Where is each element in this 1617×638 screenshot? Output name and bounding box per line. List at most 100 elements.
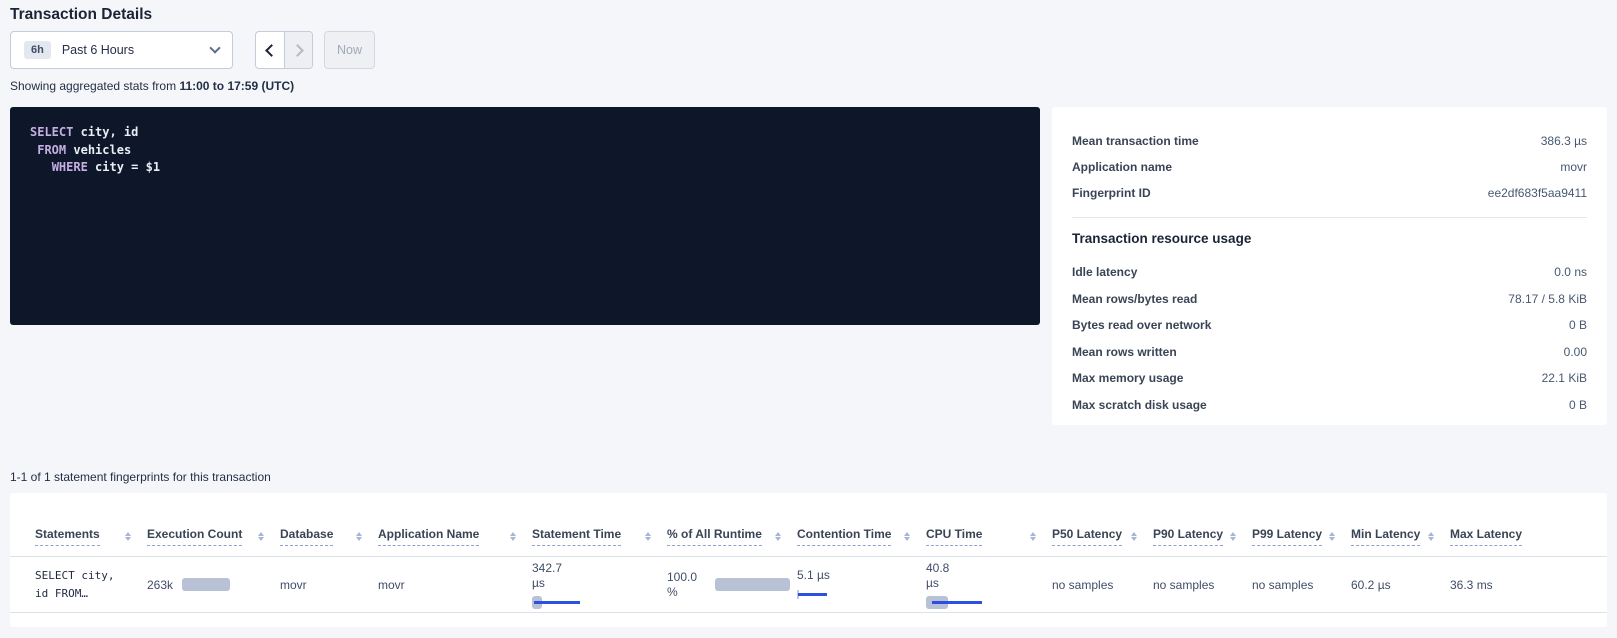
resource-label: Mean rows written: [1072, 344, 1177, 359]
axis-tick: [797, 590, 799, 599]
now-button[interactable]: Now: [324, 31, 376, 69]
resource-row: Mean rows/bytes read 78.17 / 5.8 KiB: [1072, 286, 1587, 313]
sort-arrows-icon: [125, 531, 131, 542]
resource-row: Bytes read over network 0 B: [1072, 312, 1587, 339]
table-header-row: Statements Execution Count Database Appl…: [10, 493, 1607, 557]
resource-value: 78.17 / 5.8 KiB: [1508, 291, 1587, 306]
cell-statement[interactable]: SELECT city, id FROM…: [35, 567, 147, 603]
column-header-statements[interactable]: Statements: [35, 527, 147, 546]
column-header-execution-count[interactable]: Execution Count: [147, 527, 280, 546]
summary-row: Fingerprint ID ee2df683f5aa9411: [1072, 180, 1587, 206]
mean-line: [798, 593, 827, 596]
cell-execution-count: 263k: [147, 578, 280, 592]
resource-value: 0 B: [1568, 318, 1587, 333]
resource-label: Bytes read over network: [1072, 318, 1212, 333]
statements-table: Statements Execution Count Database Appl…: [10, 493, 1607, 627]
summary-label: Mean transaction time: [1072, 134, 1199, 148]
statement-time-barchart: [532, 595, 582, 609]
summary-row: Mean transaction time 386.3 µs: [1072, 128, 1587, 154]
cell-contention-time: 5.1 µs: [797, 568, 926, 601]
resource-label: Max memory usage: [1072, 371, 1184, 386]
resource-label: Max scratch disk usage: [1072, 397, 1207, 412]
resource-row: Idle latency 0.0 ns: [1072, 259, 1587, 286]
page-title: Transaction Details: [10, 6, 153, 23]
resource-label: Mean rows/bytes read: [1072, 291, 1198, 306]
resource-usage-rows: Idle latency 0.0 ns Mean rows/bytes read…: [1072, 259, 1587, 418]
column-header-min-latency[interactable]: Min Latency: [1351, 527, 1450, 546]
cell-max-latency: 36.3 ms: [1450, 577, 1493, 592]
cell-p90-latency: no samples: [1153, 577, 1215, 592]
resource-value: 22.1 KiB: [1541, 371, 1587, 386]
contention-time-barchart: [797, 588, 829, 601]
summary-value: movr: [1560, 160, 1587, 174]
transaction-summary-panel: Mean transaction time 386.3 µs Applicati…: [1052, 107, 1607, 425]
execution-count-bar: [182, 578, 231, 591]
cell-cpu-time: 40.8 µs: [926, 561, 1052, 609]
time-range-label: Past 6 Hours: [61, 43, 135, 57]
next-range-button[interactable]: [284, 32, 312, 68]
column-header-p90-latency[interactable]: P90 Latency: [1153, 527, 1252, 546]
summary-value: 386.3 µs: [1540, 134, 1587, 148]
mean-line: [534, 600, 580, 604]
table-row: SELECT city, id FROM… 263k movr movr 342…: [10, 557, 1607, 613]
resource-row: Max scratch disk usage 0 B: [1072, 392, 1587, 419]
resource-usage-title: Transaction resource usage: [1072, 231, 1252, 246]
column-header-application-name[interactable]: Application Name: [378, 527, 532, 546]
cell-min-latency: 60.2 µs: [1351, 577, 1391, 592]
sort-arrows-icon: [904, 531, 910, 542]
sql-code: SELECT city, id FROM vehicles WHERE city…: [30, 125, 161, 174]
resource-value: 0.00: [1563, 344, 1587, 359]
statement-link[interactable]: SELECT city, id FROM…: [35, 568, 115, 600]
time-nav-group: [255, 31, 313, 69]
resource-row: Mean rows written 0.00: [1072, 339, 1587, 366]
summary-label: Application name: [1072, 160, 1173, 174]
caption-prefix: Showing aggregated stats from: [10, 79, 180, 93]
sort-arrows-icon: [1428, 531, 1434, 542]
chevron-left-icon: [265, 43, 278, 57]
time-picker: 6h Past 6 Hours Now: [10, 31, 376, 69]
resource-value: 0 B: [1568, 397, 1587, 412]
sort-arrows-icon: [1131, 531, 1137, 542]
summary-label: Fingerprint ID: [1072, 186, 1151, 200]
column-header-p99-latency[interactable]: P99 Latency: [1252, 527, 1351, 546]
aggregated-stats-caption: Showing aggregated stats from 11:00 to 1…: [10, 79, 294, 93]
sort-arrows-icon: [258, 531, 264, 542]
column-header-contention-time[interactable]: Contention Time: [797, 527, 926, 546]
cell-p50-latency: no samples: [1052, 577, 1114, 592]
time-range-dropdown[interactable]: 6h Past 6 Hours: [10, 31, 233, 69]
sort-arrows-icon: [1030, 531, 1036, 542]
cpu-time-barchart: [926, 595, 984, 609]
sort-arrows-icon: [510, 531, 516, 542]
cell-application-name: movr: [378, 577, 405, 592]
time-range-badge: 6h: [24, 41, 51, 59]
chevron-right-icon: [290, 43, 304, 57]
resource-value: 0.0 ns: [1554, 265, 1587, 280]
column-header-statement-time[interactable]: Statement Time: [532, 527, 667, 546]
resource-label: Idle latency: [1072, 265, 1138, 280]
column-header-max-latency[interactable]: Max Latency: [1450, 527, 1607, 546]
sort-arrows-icon: [1230, 531, 1236, 542]
sort-arrows-icon: [1329, 531, 1335, 542]
sort-arrows-icon: [356, 531, 362, 542]
column-header-p50-latency[interactable]: P50 Latency: [1052, 527, 1153, 546]
divider: [1072, 217, 1587, 218]
cell-database: movr: [280, 577, 307, 592]
summary-value: ee2df683f5aa9411: [1487, 186, 1587, 200]
sort-arrows-icon: [645, 531, 651, 542]
runtime-pct-bar: [715, 578, 790, 591]
column-header-database[interactable]: Database: [280, 527, 378, 546]
prev-range-button[interactable]: [256, 32, 284, 68]
caption-range: 11:00 to 17:59 (UTC): [179, 79, 295, 93]
cell-statement-time: 342.7 µs: [532, 561, 667, 609]
cell-pct-of-all-runtime: 100.0 %: [667, 570, 797, 600]
statements-table-caption: 1-1 of 1 statement fingerprints for this…: [10, 470, 271, 484]
resource-row: Max memory usage 22.1 KiB: [1072, 365, 1587, 392]
mean-line: [932, 600, 982, 604]
chevron-down-icon: [209, 42, 221, 54]
summary-row: Application name movr: [1072, 154, 1587, 180]
sort-arrows-icon: [775, 531, 781, 542]
column-header-cpu-time[interactable]: CPU Time: [926, 527, 1052, 546]
cell-p99-latency: no samples: [1252, 577, 1314, 592]
column-header-pct-of-all-runtime[interactable]: % of All Runtime: [667, 527, 797, 546]
sql-query-box: SELECT city, id FROM vehicles WHERE city…: [10, 107, 1040, 325]
